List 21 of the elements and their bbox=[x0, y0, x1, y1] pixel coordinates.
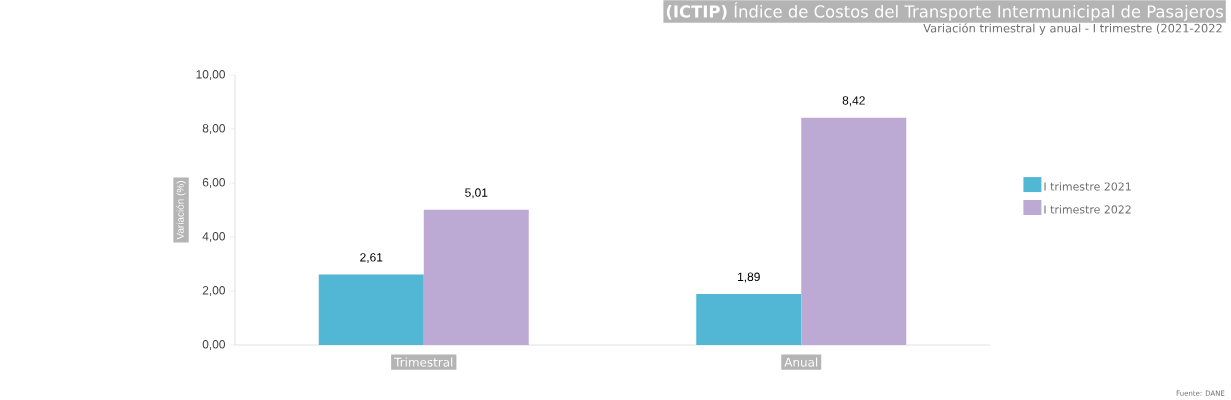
y-tick-label: 2,00 bbox=[202, 286, 226, 296]
chart-title: (ICTIP) Índice de Costos del Transporte Intermunicipal de Pasajeros bbox=[666, 2, 1224, 21]
legend-label: I trimestre 2022 bbox=[1044, 205, 1131, 214]
y-tick-label: 10,00 bbox=[196, 70, 226, 80]
bar bbox=[801, 117, 907, 345]
x-tick-label: Trimestral bbox=[394, 357, 453, 367]
data-label: 1,89 bbox=[738, 272, 760, 283]
x-tick-label: Anual bbox=[784, 357, 818, 367]
y-tick-label: 6,00 bbox=[202, 178, 226, 188]
y-tick-label: 0,00 bbox=[202, 340, 226, 350]
bar bbox=[318, 274, 424, 345]
bar bbox=[696, 293, 802, 345]
bar bbox=[423, 209, 529, 345]
data-label: 8,42 bbox=[842, 96, 865, 107]
y-axis-title: Variación (%) bbox=[176, 181, 186, 240]
text: Variación trimestral y anual - I trimestre (2021-2022 bbox=[923, 23, 1222, 35]
legend-label: I trimestre 2021 bbox=[1044, 182, 1131, 191]
y-tick-label: 4,00 bbox=[202, 232, 226, 242]
y-tick-label: 8,00 bbox=[202, 124, 226, 134]
data-label: 2,61 bbox=[360, 253, 383, 264]
data-label: 5,01 bbox=[465, 188, 488, 199]
